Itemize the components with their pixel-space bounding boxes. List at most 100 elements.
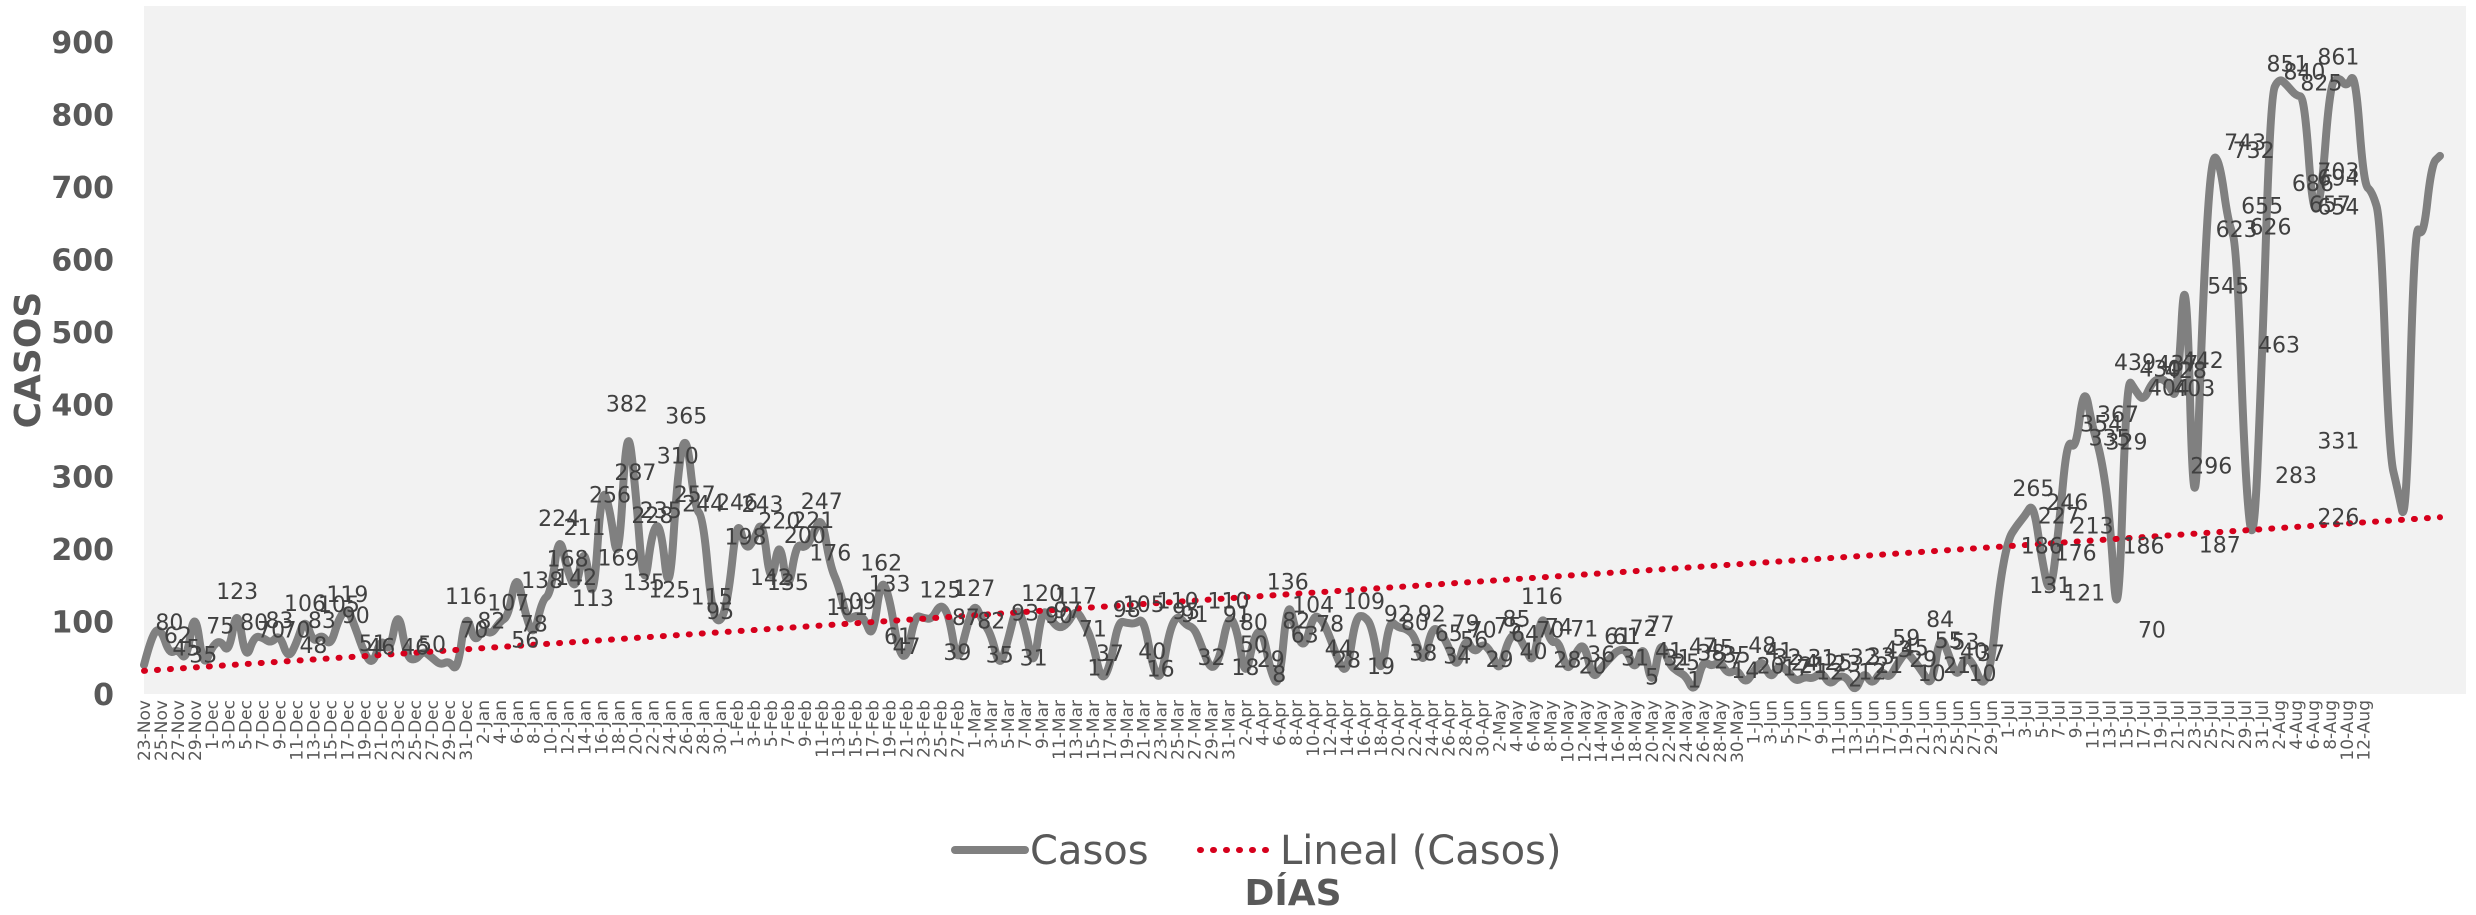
data-label: 46 — [401, 636, 429, 661]
x-tick-label: 17-Dec — [338, 700, 358, 761]
x-tick-label: 3-Jun — [1762, 700, 1782, 744]
x-tick-label: 12-Apr — [1321, 700, 1341, 757]
data-label: 109 — [1343, 590, 1385, 615]
x-tick-label: 6-May — [1524, 700, 1544, 752]
x-tick-label: 9-Jul — [2067, 700, 2087, 738]
data-label: 29 — [1257, 648, 1285, 673]
data-label: 40 — [1960, 640, 1988, 665]
data-label: 125 — [919, 578, 961, 603]
data-label: 29 — [1486, 648, 1514, 673]
x-tick-label: 1-Feb — [728, 700, 748, 747]
x-tick-label: 7-Mar — [1016, 700, 1036, 749]
x-tick-label: 15-Feb — [847, 700, 867, 758]
data-label: 439 — [2114, 351, 2156, 376]
x-tick-label: 29-Jul — [2236, 700, 2256, 749]
data-label: 703 — [2317, 160, 2359, 185]
x-tick-label: 13-Jun — [1846, 700, 1866, 755]
x-tick-label: 9-Dec — [271, 700, 291, 750]
data-label: 1 — [1687, 668, 1701, 693]
x-axis-ticks: 23-Nov25-Nov27-Nov29-Nov1-Dec3-Dec5-Dec7… — [135, 700, 2375, 763]
x-tick-label: 15-Jun — [1863, 700, 1883, 755]
data-label: 84 — [1926, 608, 1954, 633]
x-tick-label: 16-Jan — [593, 700, 613, 755]
legend-label-lineal-casos: Lineal (Casos) — [1280, 828, 1562, 874]
x-tick-label: 21-Jul — [2168, 700, 2188, 749]
x-tick-label: 6-Apr — [1270, 700, 1290, 746]
x-tick-label: 27-Mar — [1186, 700, 1206, 760]
data-label: 78 — [520, 613, 548, 638]
data-label: 101 — [826, 596, 868, 621]
data-label: 211 — [564, 516, 606, 541]
data-label: 626 — [2250, 216, 2292, 241]
data-label: 80 — [155, 611, 183, 636]
x-tick-label: 4-Apr — [1253, 700, 1273, 746]
data-label: 28 — [1333, 649, 1361, 674]
x-tick-label: 15-Jul — [2118, 700, 2138, 749]
data-label: 56 — [1460, 628, 1488, 653]
data-label: 113 — [572, 587, 614, 612]
data-label: 43 — [1884, 638, 1912, 663]
data-label: 61 — [1604, 625, 1632, 650]
x-tick-label: 12-Aug — [2355, 700, 2375, 761]
data-label: 116 — [445, 585, 487, 610]
data-label: 36 — [1587, 643, 1615, 668]
data-label: 75 — [1494, 615, 1522, 640]
data-label: 50 — [1240, 633, 1268, 658]
x-tick-label: 28-Apr — [1457, 700, 1477, 757]
x-tick-label: 22-Jan — [643, 700, 663, 755]
x-tick-label: 7-Jul — [2050, 700, 2070, 738]
x-tick-label: 15-Mar — [1084, 700, 1104, 760]
x-tick-label: 3-Feb — [745, 700, 765, 747]
x-tick-label: 8-Aug — [2321, 700, 2341, 750]
data-label: 14 — [1731, 659, 1759, 684]
data-label: 213 — [2072, 515, 2114, 540]
x-tick-label: 4-May — [1508, 700, 1528, 752]
data-label: 97 — [1053, 599, 1081, 624]
x-tick-label: 18-Jan — [609, 700, 629, 755]
x-tick-label: 7-Jun — [1796, 700, 1816, 744]
x-tick-label: 19-Dec — [355, 700, 375, 761]
data-label: 31 — [1020, 647, 1048, 672]
data-label: 61 — [884, 625, 912, 650]
data-label: 861 — [2317, 45, 2359, 70]
data-label: 61 — [1613, 625, 1641, 650]
data-label: 56 — [511, 628, 539, 653]
data-label: 655 — [2241, 195, 2283, 220]
x-tick-label: 31-Dec — [457, 700, 477, 761]
data-label: 246 — [2046, 491, 2088, 516]
data-label: 82 — [477, 610, 505, 635]
data-label: 135 — [623, 571, 665, 596]
x-tick-label: 15-Dec — [321, 700, 341, 761]
data-label: 45 — [172, 636, 200, 661]
data-label: 10 — [1968, 662, 1996, 687]
data-label: 20 — [1579, 655, 1607, 680]
data-label: 21 — [1943, 654, 1971, 679]
data-label: 79 — [1452, 612, 1480, 637]
data-label: 463 — [2258, 334, 2300, 359]
x-tick-label: 19-Mar — [1118, 700, 1138, 760]
x-tick-label: 26-Apr — [1440, 700, 1460, 757]
x-tick-label: 5-Jul — [2033, 700, 2053, 738]
data-label: 37 — [1977, 642, 2005, 667]
data-label: 17 — [1782, 657, 1810, 682]
data-label: 367 — [2097, 403, 2139, 428]
x-axis-title: DÍAS — [1244, 872, 1341, 914]
data-label: 176 — [2055, 542, 2097, 567]
data-label: 186 — [2122, 534, 2164, 559]
x-tick-label: 21-Mar — [1135, 700, 1155, 760]
data-label: 93 — [1011, 602, 1039, 627]
x-tick-label: 19-Jul — [2151, 700, 2171, 749]
x-tick-label: 8-Jan — [525, 700, 545, 744]
data-label: 19 — [1367, 655, 1395, 680]
data-label: 32 — [1850, 646, 1878, 671]
x-tick-label: 11-Jun — [1829, 700, 1849, 755]
data-label: 31 — [1621, 647, 1649, 672]
y-tick-label: 800 — [51, 99, 114, 134]
data-label: 110 — [1207, 589, 1249, 614]
data-label: 127 — [953, 577, 995, 602]
x-tick-label: 23-Jun — [1931, 700, 1951, 755]
data-label: 257 — [674, 483, 716, 508]
data-label: 25 — [1824, 651, 1852, 676]
data-label: 310 — [657, 444, 699, 469]
data-label: 31 — [1663, 647, 1691, 672]
